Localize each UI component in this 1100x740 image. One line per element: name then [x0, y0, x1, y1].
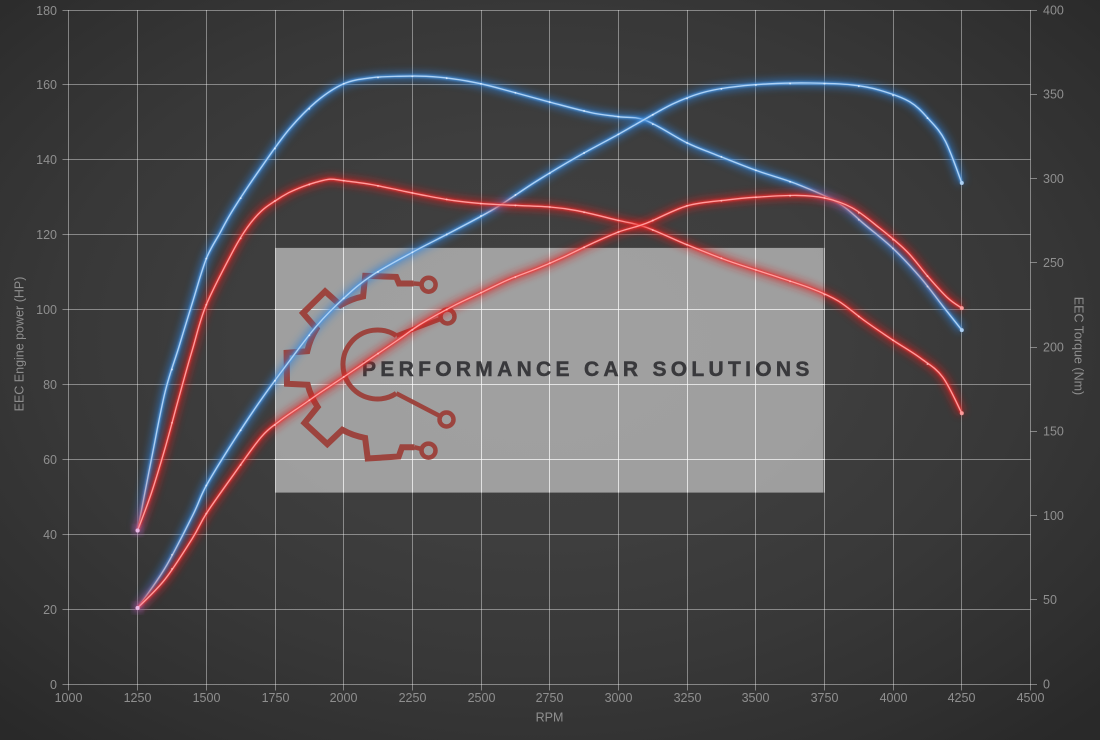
svg-text:250: 250 — [1043, 256, 1064, 270]
svg-text:RPM: RPM — [536, 711, 564, 725]
svg-text:3000: 3000 — [605, 691, 633, 705]
svg-text:3750: 3750 — [811, 691, 839, 705]
svg-text:20: 20 — [43, 603, 57, 617]
svg-text:4000: 4000 — [880, 691, 908, 705]
svg-text:0: 0 — [1043, 677, 1050, 691]
svg-text:2500: 2500 — [468, 691, 496, 705]
svg-text:100: 100 — [36, 303, 57, 317]
svg-text:40: 40 — [43, 528, 57, 542]
svg-text:180: 180 — [36, 4, 57, 18]
svg-text:350: 350 — [1043, 88, 1064, 102]
svg-text:100: 100 — [1043, 509, 1064, 523]
svg-text:1000: 1000 — [55, 691, 83, 705]
svg-text:200: 200 — [1043, 340, 1064, 354]
svg-text:80: 80 — [43, 378, 57, 392]
svg-text:150: 150 — [1043, 425, 1064, 439]
svg-text:60: 60 — [43, 453, 57, 467]
svg-text:120: 120 — [36, 228, 57, 242]
svg-text:EEC Engine power (HP): EEC Engine power (HP) — [13, 277, 27, 412]
svg-text:3500: 3500 — [742, 691, 770, 705]
svg-text:3250: 3250 — [674, 691, 702, 705]
svg-text:2000: 2000 — [330, 691, 358, 705]
svg-text:EEC Torque (Nm): EEC Torque (Nm) — [1072, 297, 1086, 395]
svg-text:0: 0 — [50, 678, 57, 692]
svg-text:400: 400 — [1043, 3, 1064, 17]
svg-text:4500: 4500 — [1017, 691, 1045, 705]
svg-text:1750: 1750 — [262, 691, 290, 705]
svg-text:2750: 2750 — [536, 691, 564, 705]
svg-text:4250: 4250 — [948, 691, 976, 705]
svg-text:1250: 1250 — [124, 691, 152, 705]
svg-text:1500: 1500 — [193, 691, 221, 705]
svg-text:300: 300 — [1043, 172, 1064, 186]
svg-text:2250: 2250 — [399, 691, 427, 705]
svg-text:160: 160 — [36, 78, 57, 92]
svg-text:PERFORMANCE CAR SOLUTIONS: PERFORMANCE CAR SOLUTIONS — [362, 358, 814, 381]
svg-text:140: 140 — [36, 153, 57, 167]
svg-text:50: 50 — [1043, 593, 1057, 607]
